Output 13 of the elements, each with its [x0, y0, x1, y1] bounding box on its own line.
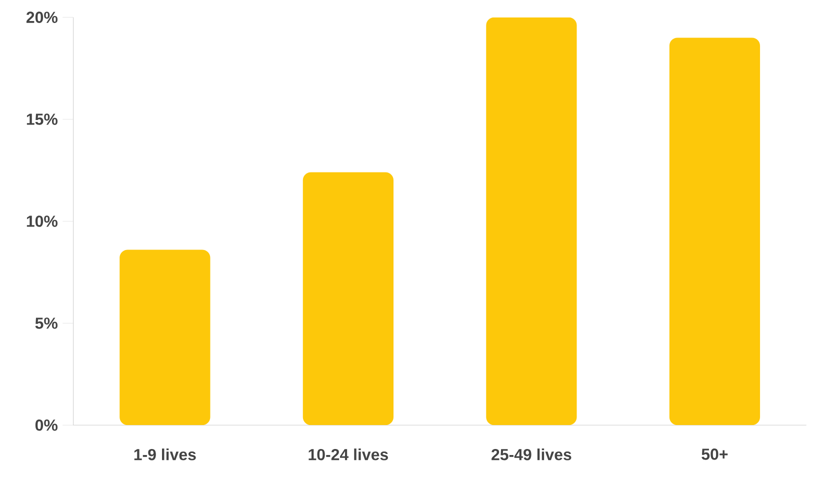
x-tick-label: 50+	[702, 448, 728, 460]
y-tick-label: 5%	[35, 317, 58, 329]
x-tick-label: 1-9 lives	[134, 448, 196, 460]
bar	[486, 17, 577, 425]
bar	[120, 250, 210, 425]
y-tick-label: 15%	[26, 113, 58, 125]
x-tick-label: 10-24 lives	[308, 448, 388, 460]
x-tick-label: 25-49 lives	[492, 448, 572, 460]
bar	[302, 172, 394, 425]
y-tick-label: 0%	[35, 419, 58, 431]
y-tick-label: 10%	[26, 215, 58, 227]
y-tick-label: 20%	[26, 11, 58, 23]
bar	[669, 37, 760, 425]
